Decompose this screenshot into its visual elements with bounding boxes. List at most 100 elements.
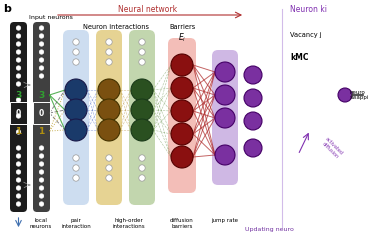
Circle shape	[39, 146, 44, 150]
Circle shape	[244, 66, 262, 84]
Circle shape	[139, 39, 145, 45]
Circle shape	[16, 42, 21, 46]
Circle shape	[39, 26, 44, 30]
Circle shape	[73, 175, 79, 181]
Text: Input neurons: Input neurons	[29, 14, 73, 20]
Text: 0: 0	[16, 109, 21, 118]
Circle shape	[16, 162, 21, 166]
Text: Neuron ki: Neuron ki	[290, 5, 327, 14]
Circle shape	[73, 49, 79, 55]
Text: Updating neuro: Updating neuro	[245, 227, 294, 232]
Text: diffusion
barriers: diffusion barriers	[170, 218, 194, 229]
Circle shape	[39, 194, 44, 198]
FancyBboxPatch shape	[212, 50, 238, 185]
FancyBboxPatch shape	[33, 22, 50, 212]
Circle shape	[98, 79, 120, 101]
Circle shape	[39, 178, 44, 182]
Text: Neural network: Neural network	[118, 5, 177, 14]
Circle shape	[139, 49, 145, 55]
Text: 1: 1	[38, 126, 45, 135]
Circle shape	[171, 146, 193, 168]
Circle shape	[171, 123, 193, 145]
Circle shape	[39, 202, 44, 206]
Circle shape	[139, 175, 145, 181]
Circle shape	[73, 39, 79, 45]
Circle shape	[171, 100, 193, 122]
Circle shape	[16, 186, 21, 190]
Circle shape	[16, 146, 21, 150]
Circle shape	[16, 34, 21, 38]
Circle shape	[131, 99, 153, 121]
Circle shape	[215, 62, 235, 82]
Circle shape	[39, 154, 44, 158]
Circle shape	[39, 170, 44, 174]
Circle shape	[39, 34, 44, 38]
Circle shape	[244, 89, 262, 107]
Circle shape	[16, 50, 21, 54]
Circle shape	[106, 155, 112, 161]
Circle shape	[131, 79, 153, 101]
Circle shape	[16, 74, 21, 78]
Circle shape	[16, 98, 21, 102]
Circle shape	[16, 154, 21, 158]
Text: Vacancy j: Vacancy j	[290, 32, 321, 38]
Text: b: b	[3, 4, 11, 14]
FancyBboxPatch shape	[168, 38, 196, 193]
FancyBboxPatch shape	[10, 22, 27, 212]
Circle shape	[16, 194, 21, 198]
Circle shape	[139, 155, 145, 161]
Text: neuro
swappi: neuro swappi	[350, 90, 369, 100]
Circle shape	[106, 175, 112, 181]
FancyBboxPatch shape	[96, 30, 122, 205]
Circle shape	[171, 77, 193, 99]
Circle shape	[39, 58, 44, 62]
Text: activated
diffusion: activated diffusion	[320, 136, 344, 160]
Text: pair
interaction: pair interaction	[61, 218, 91, 229]
Circle shape	[39, 186, 44, 190]
Text: 1: 1	[15, 126, 22, 135]
Circle shape	[338, 88, 352, 102]
Circle shape	[39, 162, 44, 166]
Circle shape	[139, 165, 145, 171]
Circle shape	[39, 50, 44, 54]
Circle shape	[39, 66, 44, 70]
Circle shape	[171, 54, 193, 76]
Circle shape	[244, 112, 262, 130]
Text: 3: 3	[38, 90, 45, 100]
Circle shape	[16, 130, 21, 134]
Circle shape	[65, 79, 87, 101]
Text: high-order
interactions: high-order interactions	[113, 218, 145, 229]
Circle shape	[106, 59, 112, 65]
Circle shape	[98, 119, 120, 141]
Circle shape	[215, 145, 235, 165]
Circle shape	[65, 119, 87, 141]
Text: local
neurons: local neurons	[30, 218, 52, 229]
Circle shape	[73, 165, 79, 171]
Circle shape	[139, 59, 145, 65]
FancyBboxPatch shape	[63, 30, 89, 205]
Circle shape	[16, 26, 21, 30]
Text: kMC: kMC	[290, 54, 308, 63]
Circle shape	[16, 82, 21, 86]
Text: jump rate: jump rate	[211, 218, 238, 223]
Text: 3: 3	[15, 90, 22, 100]
Circle shape	[16, 170, 21, 174]
Circle shape	[39, 74, 44, 78]
Circle shape	[16, 114, 21, 118]
Circle shape	[244, 139, 262, 157]
Circle shape	[73, 59, 79, 65]
Circle shape	[39, 42, 44, 46]
Circle shape	[98, 99, 120, 121]
Text: $E_i$: $E_i$	[178, 32, 186, 44]
Circle shape	[106, 165, 112, 171]
Circle shape	[16, 66, 21, 70]
Circle shape	[73, 155, 79, 161]
Circle shape	[131, 119, 153, 141]
Circle shape	[65, 99, 87, 121]
Circle shape	[16, 178, 21, 182]
Text: Neuron interactions: Neuron interactions	[83, 24, 149, 30]
Text: Barriers: Barriers	[169, 24, 195, 30]
Circle shape	[106, 39, 112, 45]
Circle shape	[106, 49, 112, 55]
Circle shape	[215, 85, 235, 105]
